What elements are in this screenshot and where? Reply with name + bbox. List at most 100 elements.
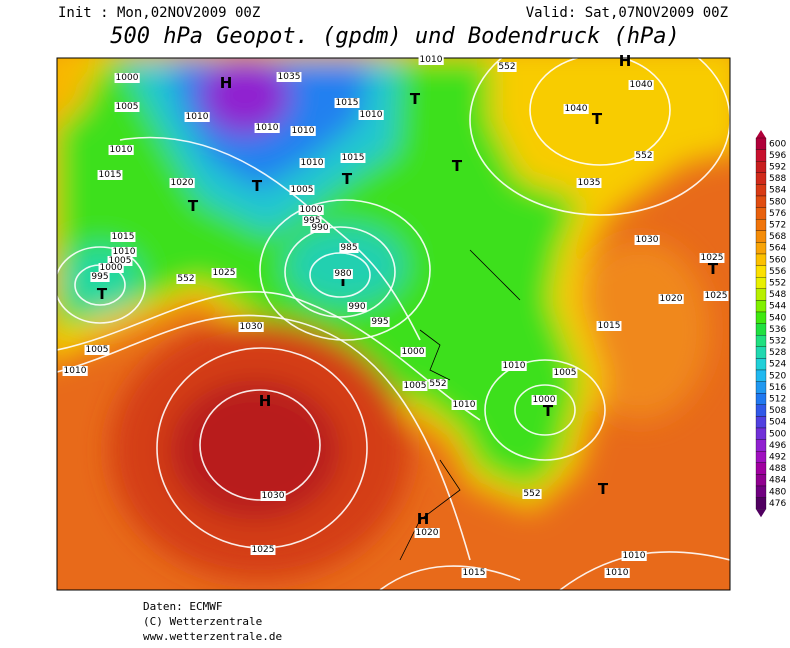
isobar-label: 1010 (301, 158, 324, 168)
label-bg (634, 151, 654, 161)
colorbar-label: 512 (769, 395, 786, 405)
colorbar-swatch (755, 253, 767, 266)
colorbar-swatch (755, 462, 767, 475)
colorbar-label: 584 (769, 186, 786, 196)
label-bg (90, 272, 110, 282)
isobar-label: 1000 (533, 395, 556, 405)
colorbar-label: 524 (769, 360, 786, 370)
colorbar-label: 480 (769, 487, 786, 497)
pressure-center: T (708, 260, 719, 278)
label-bg (340, 153, 366, 163)
isobar-label: 1005 (86, 345, 109, 355)
label-bg (289, 185, 315, 195)
isobar-label: 1035 (578, 178, 601, 188)
colorbar-label: 596 (769, 151, 786, 161)
label-bg (298, 205, 324, 215)
isobar-label: 1010 (292, 126, 315, 136)
colorbar-label: 568 (769, 232, 786, 242)
isobar-label: 552 (498, 62, 515, 72)
colorbar-label: 580 (769, 197, 786, 207)
isobar-label: 1005 (291, 185, 314, 195)
label-bg (628, 80, 654, 90)
colorbar-label: 492 (769, 453, 786, 463)
colorbar-label: 500 (769, 429, 786, 439)
pressure-center: T (452, 157, 463, 175)
colorbar-swatch (755, 311, 767, 324)
isobar-label: 1025 (701, 253, 724, 263)
isobar-label: 552 (177, 274, 194, 284)
label-bg (461, 568, 487, 578)
label-bg (176, 274, 196, 284)
label-bg (290, 126, 316, 136)
isobar-label: 1005 (404, 381, 427, 391)
label-bg (302, 216, 322, 226)
isobar-label: 995 (371, 317, 388, 327)
colorbar-label: 532 (769, 337, 786, 347)
isobar-label: 1030 (636, 235, 659, 245)
label-bg (576, 178, 602, 188)
colorbar-label: 504 (769, 418, 786, 428)
colorbar-top-tip (756, 130, 766, 138)
label-bg (111, 247, 137, 257)
isobar-label: 1025 (213, 268, 236, 278)
colorbar-label: 592 (769, 163, 786, 173)
label-bg (276, 72, 302, 82)
isobar-label: 1015 (463, 568, 486, 578)
label-bg (114, 102, 140, 112)
label-bg (184, 112, 210, 122)
isobar-label: 995 (91, 272, 108, 282)
website: www.wetterzentrale.de (143, 630, 282, 643)
label-bg (531, 395, 557, 405)
valid-time: Valid: Sat,07NOV2009 00Z (526, 5, 728, 21)
colorbar-label: 528 (769, 348, 786, 358)
isobar-label: 1015 (112, 232, 135, 242)
label-bg (428, 379, 448, 389)
colorbar-swatch (755, 195, 767, 208)
label-bg (299, 158, 325, 168)
colorbar-swatch (755, 300, 767, 313)
isobar-label: 552 (523, 489, 540, 499)
label-bg (703, 291, 729, 301)
isobar-label: 1000 (300, 205, 323, 215)
pressure-center: T (598, 480, 609, 498)
label-bg (211, 268, 237, 278)
label-bg (169, 178, 195, 188)
label-bg (260, 491, 286, 501)
colorbar-swatch (755, 346, 767, 359)
colorbar-label: 572 (769, 221, 786, 231)
pressure-center: H (417, 510, 430, 528)
label-bg (334, 98, 360, 108)
colorbar-swatch (755, 323, 767, 336)
colorbar-swatch (755, 137, 767, 150)
colorbar-label: 496 (769, 441, 786, 451)
colorbar-swatch (755, 207, 767, 220)
colorbar-label: 536 (769, 325, 786, 335)
isobar-label: 1010 (503, 361, 526, 371)
label-bg (98, 263, 124, 273)
isobar-label: 1005 (109, 256, 132, 266)
colorbar-swatch (755, 404, 767, 417)
isobar-label: 1010 (420, 55, 443, 65)
map-frame (56, 57, 731, 591)
colorbar-swatch (755, 184, 767, 197)
label-bg (107, 256, 133, 266)
colorbar-swatch (755, 369, 767, 382)
pressure-center: T (342, 170, 353, 188)
colorbar-bottom-tip (756, 509, 766, 518)
label-bg (604, 568, 630, 578)
isobar-label: 1020 (171, 178, 194, 188)
label-bg (596, 321, 622, 331)
label-bg (339, 243, 359, 253)
isobar-label: 985 (340, 243, 357, 253)
map-title: 500 hPa Geopot. (gpdm) und Bodendruck (h… (110, 24, 680, 49)
isobar-label: 1015 (342, 153, 365, 163)
colorbar-label: 588 (769, 174, 786, 184)
pressure-center: T (97, 285, 108, 303)
isobar-label: 1010 (113, 247, 136, 257)
colorbar-label: 556 (769, 267, 786, 277)
label-bg (250, 545, 276, 555)
label-bg (347, 302, 367, 312)
colorbar-swatch (755, 161, 767, 173)
pressure-center: T (252, 177, 263, 195)
